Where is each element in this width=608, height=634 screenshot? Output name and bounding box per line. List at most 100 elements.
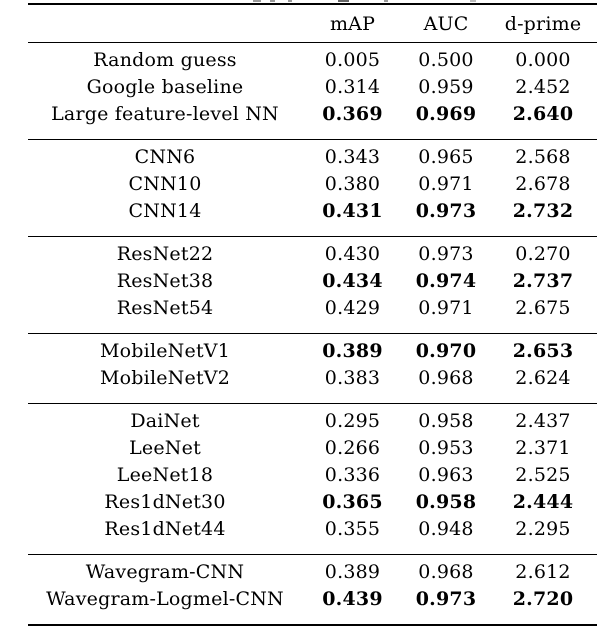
dprime-value: 2.437 [515, 410, 571, 432]
row-label: CNN6 [134, 146, 196, 168]
table-row: ResNet38 0.434 0.974 2.737 [28, 268, 597, 295]
row-label: Wavegram-CNN [85, 561, 245, 583]
table-row: Wavegram-Logmel-CNN 0.439 0.973 2.720 [28, 586, 597, 613]
auc-value: 0.974 [415, 270, 477, 292]
dprime-value: 0.000 [515, 49, 571, 71]
table-row: CNN14 0.431 0.973 2.732 [28, 198, 597, 225]
map-value: 0.434 [322, 270, 383, 292]
table-section-baselines: Random guess 0.005 0.500 0.000 Google ba… [28, 43, 597, 140]
map-value: 0.430 [324, 243, 381, 265]
row-label: DaiNet [130, 410, 200, 432]
auc-value: 0.968 [418, 561, 474, 583]
dprime-value: 2.612 [515, 561, 571, 583]
dprime-value: 2.452 [515, 76, 571, 98]
table-row: Random guess 0.005 0.500 0.000 [28, 47, 597, 74]
row-label: MobileNetV2 [100, 367, 230, 389]
auc-value: 0.969 [415, 103, 477, 125]
map-value: 0.431 [322, 200, 383, 222]
auc-value: 0.968 [418, 367, 474, 389]
dprime-value: 2.675 [515, 297, 571, 319]
map-value: 0.439 [322, 588, 383, 610]
row-label: Google baseline [86, 76, 244, 98]
dprime-value: 2.624 [515, 367, 571, 389]
table-section-cnn: CNN6 0.343 0.965 2.568 CNN10 0.380 0.971… [28, 140, 597, 237]
table-row: Google baseline 0.314 0.959 2.452 [28, 74, 597, 101]
column-header-dprime: d-prime [504, 12, 582, 35]
row-label: MobileNetV1 [100, 340, 230, 362]
dprime-value: 2.444 [512, 491, 574, 513]
row-label: LeeNet18 [116, 464, 214, 486]
map-value: 0.365 [322, 491, 383, 513]
row-label: CNN14 [128, 200, 202, 222]
map-value: 0.336 [324, 464, 381, 486]
auc-value: 0.965 [418, 146, 474, 168]
column-header-map: mAP [329, 12, 376, 35]
table-section-1d-cnns: DaiNet 0.295 0.958 2.437 LeeNet 0.266 0.… [28, 404, 597, 555]
table-row: MobileNetV1 0.389 0.970 2.653 [28, 338, 597, 365]
row-label: Random guess [93, 49, 237, 71]
row-label: Res1dNet44 [104, 518, 226, 540]
table-row: DaiNet 0.295 0.958 2.437 [28, 408, 597, 435]
column-header-auc: AUC [423, 12, 469, 35]
dprime-value: 2.568 [515, 146, 571, 168]
dprime-value: 0.270 [515, 243, 571, 265]
dprime-value: 2.720 [512, 588, 574, 610]
map-value: 0.314 [324, 76, 381, 98]
row-label: Large feature-level NN [51, 103, 279, 125]
table-row: Res1dNet30 0.365 0.958 2.444 [28, 489, 597, 516]
map-value: 0.389 [322, 340, 383, 362]
auc-value: 0.959 [418, 76, 474, 98]
dprime-value: 2.653 [512, 340, 574, 362]
table-header-row: mAP AUC d-prime [28, 5, 597, 43]
table-row: LeeNet 0.266 0.953 2.371 [28, 435, 597, 462]
auc-value: 0.963 [418, 464, 474, 486]
table-section-mobilenet: MobileNetV1 0.389 0.970 2.653 MobileNetV… [28, 334, 597, 404]
table-row: MobileNetV2 0.383 0.968 2.624 [28, 365, 597, 392]
map-value: 0.383 [324, 367, 381, 389]
auc-value: 0.948 [418, 518, 474, 540]
map-value: 0.380 [324, 173, 381, 195]
table-row: Large feature-level NN 0.369 0.969 2.640 [28, 101, 597, 128]
results-table: mAP AUC d-prime Random guess 0.005 0.500… [28, 3, 597, 626]
map-value: 0.355 [324, 518, 381, 540]
dprime-value: 2.640 [512, 103, 574, 125]
auc-value: 0.973 [415, 588, 477, 610]
auc-value: 0.970 [415, 340, 477, 362]
row-label: ResNet54 [116, 297, 214, 319]
table-row: ResNet22 0.430 0.973 0.270 [28, 241, 597, 268]
table-section-resnet: ResNet22 0.430 0.973 0.270 ResNet38 0.43… [28, 237, 597, 334]
row-label: ResNet22 [116, 243, 214, 265]
auc-value: 0.958 [418, 410, 474, 432]
map-value: 0.369 [322, 103, 383, 125]
auc-value: 0.973 [418, 243, 474, 265]
auc-value: 0.958 [415, 491, 477, 513]
dprime-value: 2.525 [515, 464, 571, 486]
dprime-value: 2.678 [515, 173, 571, 195]
cropped-caption-remnant [0, 0, 608, 2]
row-label: CNN10 [128, 173, 202, 195]
map-value: 0.266 [324, 437, 381, 459]
row-label: Res1dNet30 [104, 491, 226, 513]
map-value: 0.343 [324, 146, 381, 168]
map-value: 0.389 [324, 561, 381, 583]
map-value: 0.429 [324, 297, 381, 319]
auc-value: 0.971 [418, 173, 474, 195]
table-row: ResNet54 0.429 0.971 2.675 [28, 295, 597, 322]
auc-value: 0.973 [415, 200, 477, 222]
dprime-value: 2.371 [515, 437, 571, 459]
dprime-value: 2.737 [512, 270, 574, 292]
map-value: 0.295 [324, 410, 381, 432]
table-section-wavegram: Wavegram-CNN 0.389 0.968 2.612 Wavegram-… [28, 555, 597, 626]
row-label: Wavegram-Logmel-CNN [46, 588, 284, 610]
table-row: Wavegram-CNN 0.389 0.968 2.612 [28, 559, 597, 586]
auc-value: 0.500 [418, 49, 474, 71]
table-row: CNN6 0.343 0.965 2.568 [28, 144, 597, 171]
map-value: 0.005 [324, 49, 381, 71]
auc-value: 0.971 [418, 297, 474, 319]
row-label: LeeNet [129, 437, 201, 459]
dprime-value: 2.295 [515, 518, 571, 540]
row-label: ResNet38 [116, 270, 214, 292]
table-row: LeeNet18 0.336 0.963 2.525 [28, 462, 597, 489]
table-row: Res1dNet44 0.355 0.948 2.295 [28, 516, 597, 543]
